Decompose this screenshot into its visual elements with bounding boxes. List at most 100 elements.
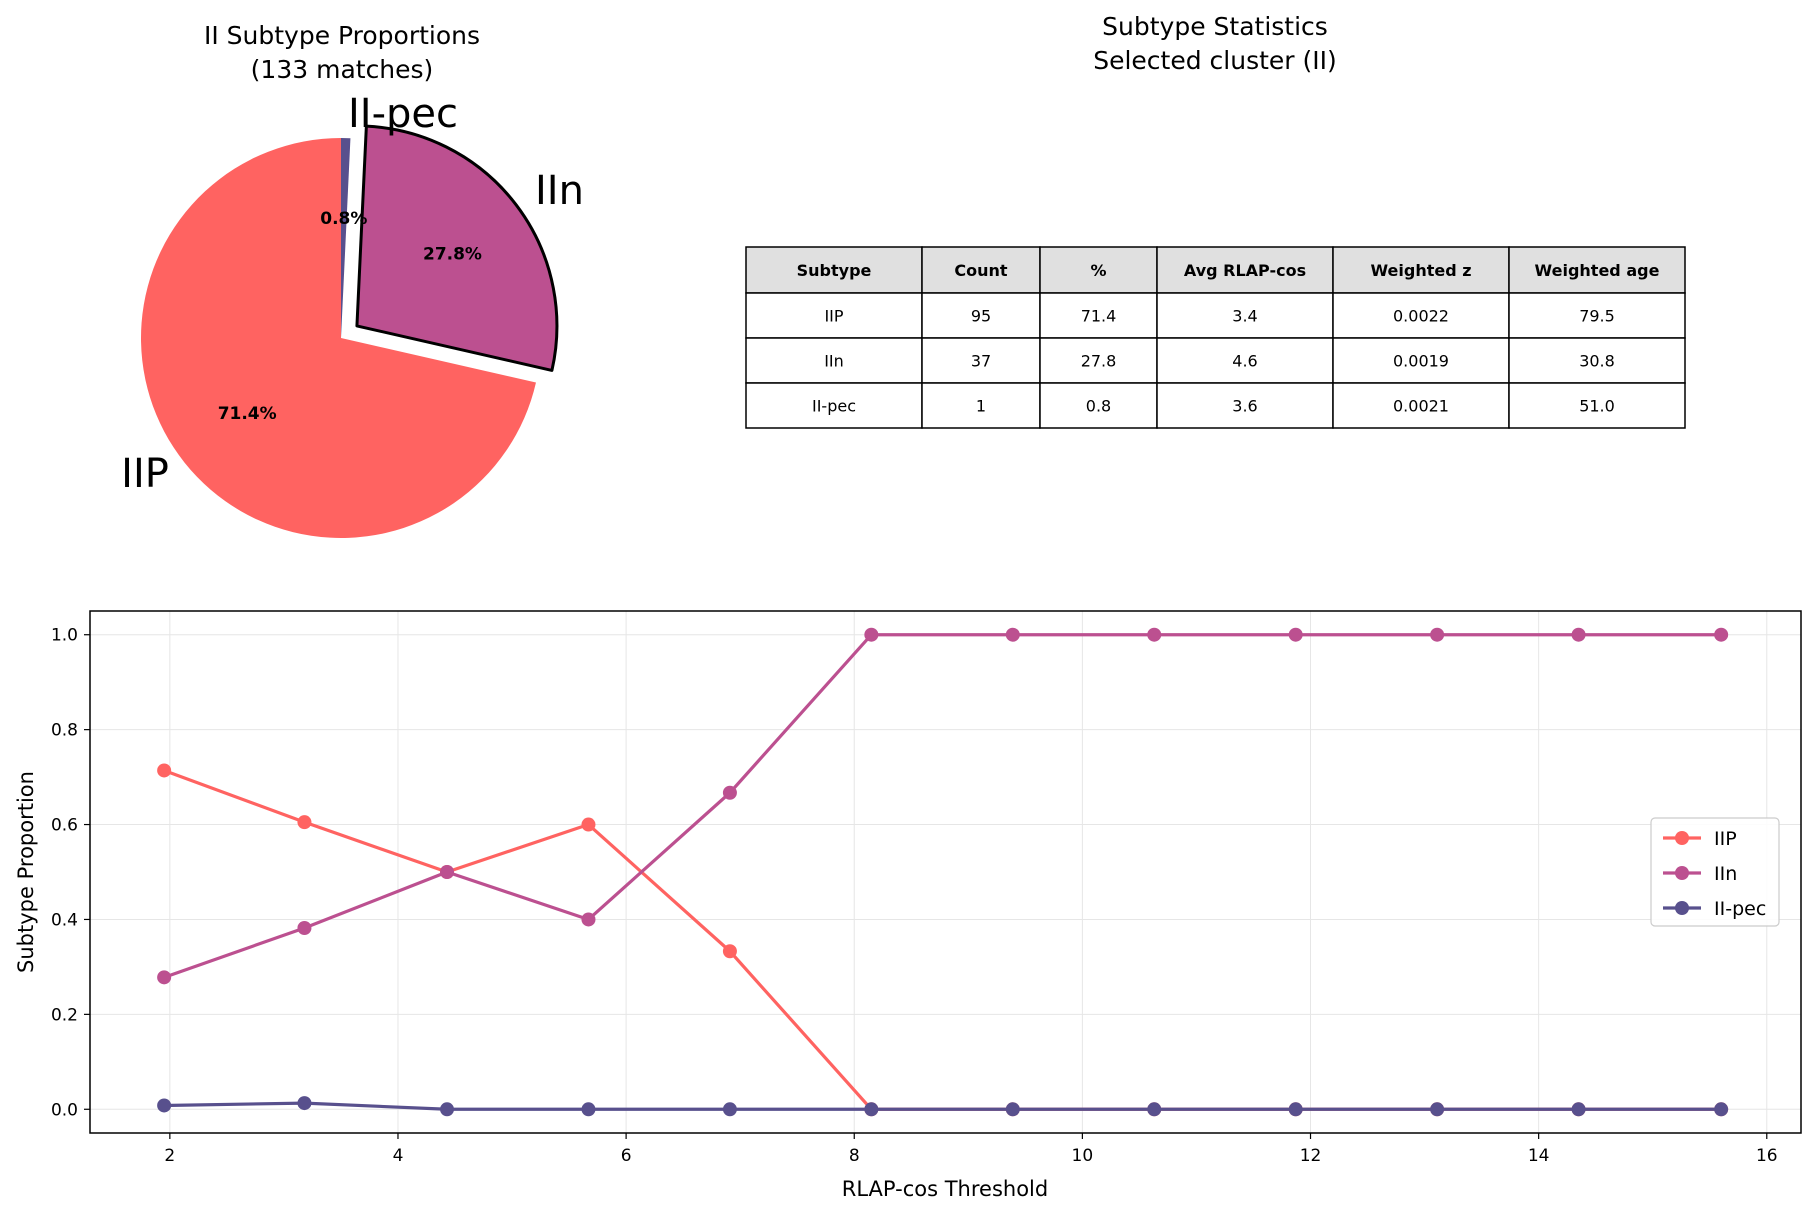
line-series [157, 627, 1729, 1117]
table-cell [1156, 382, 1334, 429]
table-cell [745, 337, 923, 384]
data-point-iip [297, 815, 312, 830]
pie-pct-label-iip: 71.4% [218, 404, 277, 424]
pie-slices [140, 124, 559, 539]
data-point-ii-pec [1147, 1102, 1162, 1117]
legend-marker [1675, 831, 1689, 845]
data-point-iin [440, 865, 455, 879]
data-point-ii-pec [1430, 1102, 1445, 1117]
x-tick-label: 6 [621, 1146, 632, 1166]
legend-label: II-pec [1714, 898, 1766, 920]
data-point-ii-pec [722, 1102, 737, 1117]
legend-box [1650, 817, 1780, 927]
line-grid [90, 611, 1801, 1133]
stats-table: Subtype Statistics Selected cluster (II)… [745, 12, 1686, 429]
legend-marker [1675, 866, 1689, 880]
legend-label: IIn [1714, 863, 1737, 885]
pie-pct-label-iin: 27.8% [423, 244, 482, 264]
plot-frame [89, 610, 1802, 1134]
table-header-cell [1508, 246, 1686, 294]
data-point-iin [722, 785, 737, 800]
data-point-iin [864, 627, 879, 642]
data-point-ii-pec [157, 1098, 172, 1113]
data-point-iin [1571, 627, 1586, 642]
series-iip [157, 763, 1729, 1117]
table-header-cell [1332, 246, 1510, 294]
table-cell [1508, 337, 1686, 384]
table-header-: % [1090, 261, 1106, 280]
y-tick-label: 0.6 [51, 816, 78, 836]
data-point-iin [297, 920, 312, 935]
data-point-iin [1005, 627, 1020, 642]
table-cell [921, 382, 1041, 429]
table-cell-text: 0.8 [1086, 397, 1111, 416]
data-point-ii-pec [1005, 1102, 1020, 1117]
series-line-ii-pec [164, 1101, 1722, 1111]
table-cell-text: 4.6 [1232, 352, 1257, 371]
table-header-weighted-z: Weighted z [1370, 261, 1471, 280]
table-cell-text: 51.0 [1579, 397, 1615, 416]
y-tick-label: 0.8 [51, 721, 78, 741]
data-point-iip [722, 944, 737, 959]
table-grid: Subtype Count% Avg RLAP-cos Weighted z Weigh… [745, 246, 1686, 429]
y-tick-label: 0.4 [51, 910, 78, 930]
x-tick-label: 10 [1072, 1146, 1094, 1166]
table-cell [1508, 292, 1686, 339]
legend-item-iip: IIP [1663, 828, 1737, 850]
line-chart: 2 4 6 8 10 12 14 16 0.0 0.2 0.4 0.6 0.8 1.0 RLAP-cos … [14, 610, 1802, 1201]
table-cell [745, 292, 923, 339]
x-tick-label: 14 [1528, 1146, 1550, 1166]
table-cell [1332, 337, 1510, 384]
data-point-iin [1714, 627, 1729, 642]
x-tick-label: 2 [164, 1146, 175, 1166]
table-cell [1332, 292, 1510, 339]
data-point-ii-pec [1714, 1102, 1729, 1117]
data-point-iin [1288, 627, 1303, 642]
table-cell-text: 95 [971, 307, 991, 326]
data-point-ii-pec [1571, 1102, 1586, 1117]
table-cell-text: 1 [976, 397, 986, 416]
table-cell [1332, 382, 1510, 429]
table-cell [921, 337, 1041, 384]
table-cell-text: IIP [824, 307, 843, 326]
pie-subtitle: (133 matches) [251, 55, 434, 84]
y-axis-label: Subtype Proportion [14, 771, 38, 973]
line-ticks: 2 4 6 8 10 12 14 16 0.0 0.2 0.4 0.6 0.8 1.0 [51, 626, 1778, 1166]
table-cell [1156, 337, 1334, 384]
table-cell [1039, 292, 1158, 339]
table-cell-text: 3.6 [1232, 397, 1257, 416]
x-tick-label: 4 [393, 1146, 404, 1166]
table-cell [745, 382, 923, 429]
table-header-count: Count [954, 261, 1008, 280]
table-cell-text: 3.4 [1232, 307, 1257, 326]
table-cell-text: 0.0021 [1393, 397, 1449, 416]
data-point-iin [1430, 627, 1445, 642]
data-point-ii-pec [581, 1102, 596, 1117]
pie-category-label-ii-pec: II-pec [348, 91, 458, 137]
y-tick-label: 1.0 [51, 626, 78, 646]
table-cell-text: 71.4 [1081, 307, 1117, 326]
table-cell-text: 27.8 [1081, 352, 1117, 371]
table-header-avg-rlap-cos: Avg RLAP-cos [1184, 261, 1306, 280]
table-header-cell [1156, 246, 1334, 294]
pie-category-label-iip: IIP [121, 451, 169, 497]
data-point-iip [157, 763, 172, 778]
table-header-subtype: Subtype [797, 261, 872, 280]
pie-category-label-iin: IIn [535, 168, 584, 214]
data-point-iin [1147, 627, 1162, 642]
pie-pct-label-ii-pec: 0.8% [320, 209, 367, 229]
series-iin [157, 627, 1729, 985]
table-cell-text: 0.0019 [1393, 352, 1449, 371]
legend-item-iin: IIn [1663, 863, 1737, 885]
data-point-iip [581, 817, 596, 832]
pie-slice-iip [140, 138, 536, 539]
x-tick-label: 12 [1300, 1146, 1322, 1166]
series-line-iin [163, 633, 1722, 979]
y-tick-label: 0.2 [51, 1005, 78, 1025]
data-point-ii-pec [1288, 1102, 1303, 1117]
table-cell [1508, 382, 1686, 429]
table-cell-text: 30.8 [1579, 352, 1615, 371]
table-cell-text: II-pec [812, 397, 856, 416]
table-header-weighted-age: Weighted age [1535, 261, 1660, 280]
pie-slice-ii-pec [341, 138, 351, 338]
